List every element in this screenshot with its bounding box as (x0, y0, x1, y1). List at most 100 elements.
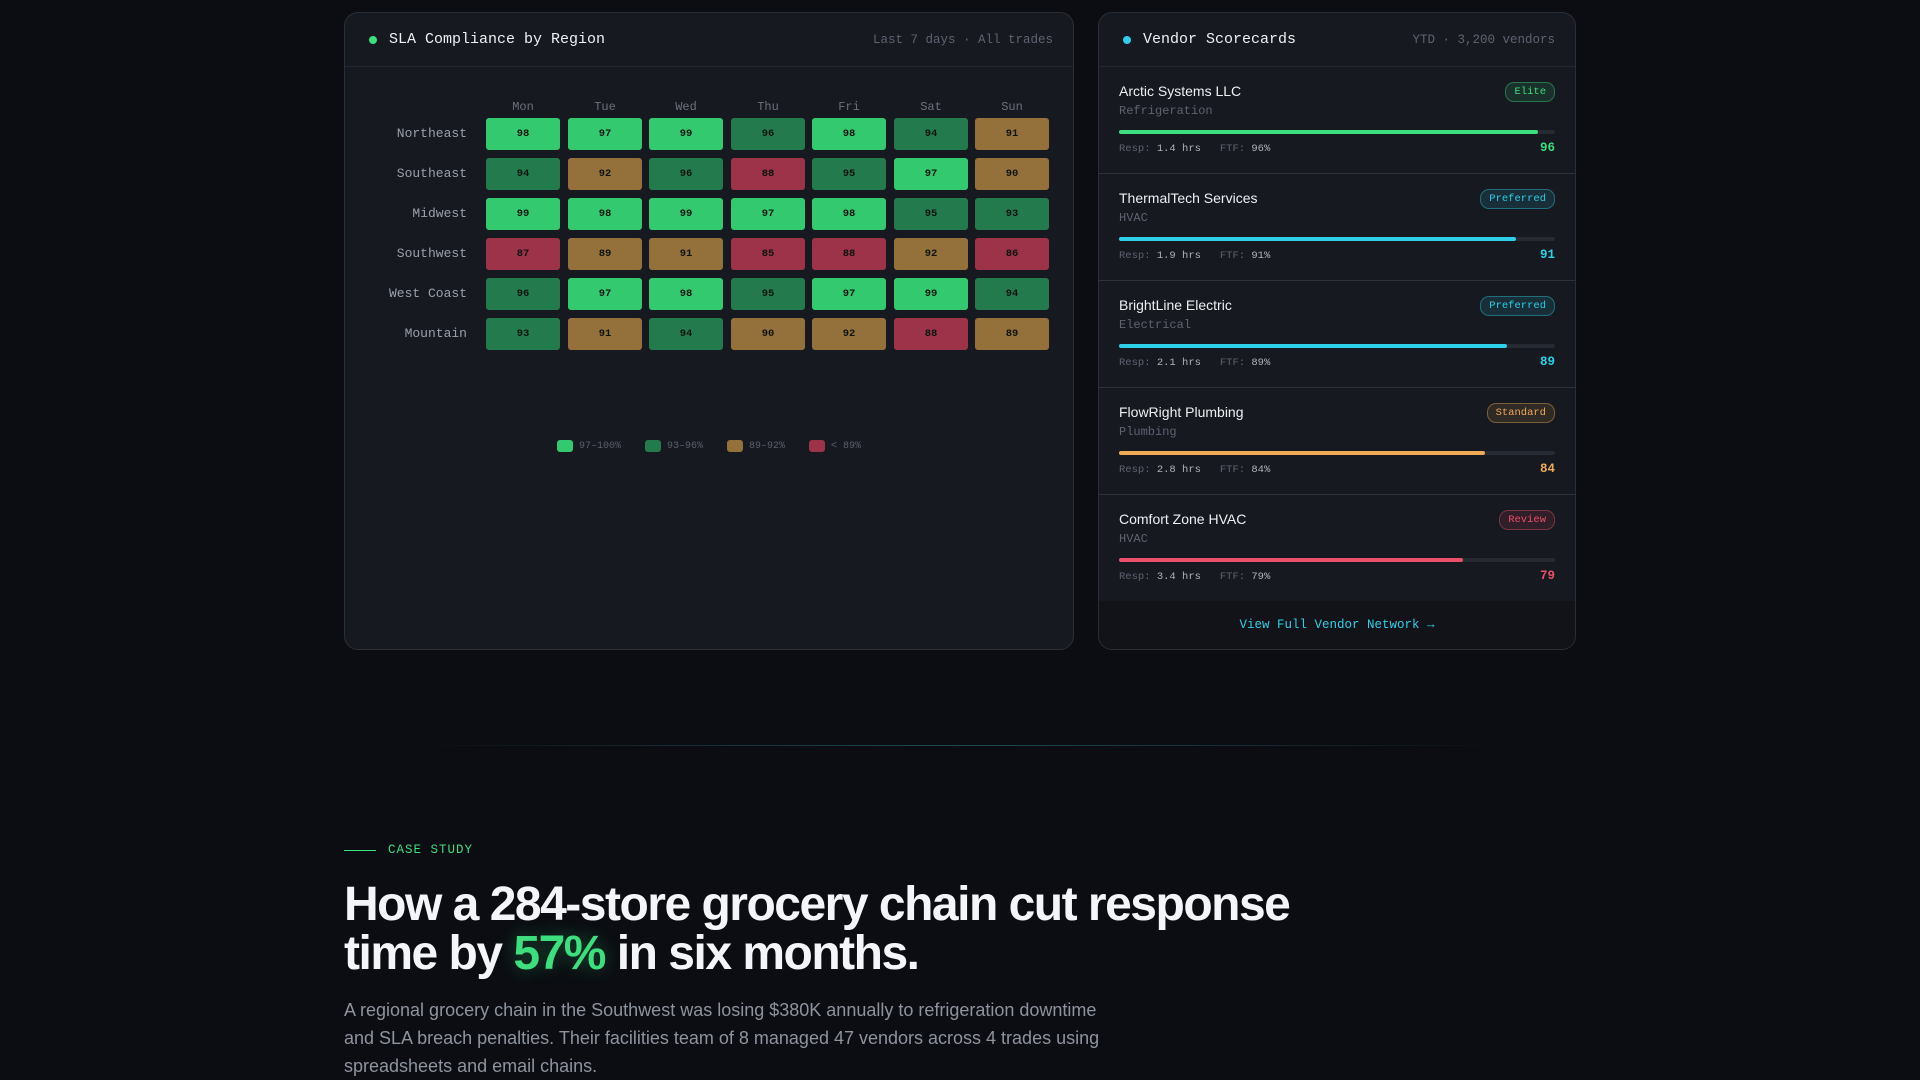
heatmap-cell[interactable]: 90 (975, 158, 1049, 190)
vendor-trade: HVAC (1119, 211, 1148, 225)
vendor-tier-badge: Preferred (1480, 189, 1555, 209)
section-divider (410, 745, 1510, 746)
heatmap-cell[interactable]: 99 (894, 278, 968, 310)
heatmap-cell[interactable]: 85 (731, 238, 805, 270)
heatmap-cell[interactable]: 98 (486, 118, 560, 150)
heatmap-cell[interactable]: 88 (812, 238, 886, 270)
vendor-score-bar (1119, 451, 1555, 455)
vendor-trade: HVAC (1119, 532, 1148, 546)
heatmap-day-header: Thu (757, 100, 779, 114)
vendor-score: 96 (1539, 141, 1555, 155)
resp-value: 1.9 hrs (1156, 250, 1201, 262)
legend-swatch (557, 440, 573, 452)
eyebrow-line (344, 849, 376, 851)
vendor-card[interactable]: ThermalTech Services HVAC Preferred Resp: 1… (1099, 174, 1575, 281)
heatmap-cell[interactable]: 93 (486, 318, 560, 350)
vendor-score-bar-fill (1119, 130, 1538, 134)
vendor-score-bar (1119, 237, 1555, 241)
heatmap-legend: 97–100% 93–96% 89–92% < 89% (557, 440, 861, 452)
heatmap-cell[interactable]: 92 (812, 318, 886, 350)
vendor-card[interactable]: Comfort Zone HVAC HVAC Review Resp: 3.4 hrs… (1099, 495, 1575, 602)
legend-item: 93–96% (645, 440, 703, 452)
vendor-score: 79 (1539, 569, 1555, 583)
vendor-name: BrightLine Electric (1119, 297, 1232, 313)
sla-panel-header: SLA Compliance by Region Last 7 days · A… (345, 13, 1073, 67)
case-study-eyebrow: CASE STUDY (344, 843, 473, 857)
vendor-card[interactable]: Arctic Systems LLC Refrigeration Elite Resp… (1099, 67, 1575, 174)
heatmap-cell[interactable]: 96 (649, 158, 723, 190)
heatmap-cell[interactable]: 96 (731, 118, 805, 150)
legend-label: 97–100% (579, 440, 622, 452)
vendor-tier-badge: Standard (1486, 403, 1555, 423)
ftf-value: 84% (1251, 464, 1271, 476)
heatmap-cell[interactable]: 96 (486, 278, 560, 310)
heatmap-cell[interactable]: 97 (812, 278, 886, 310)
heatmap-cell[interactable]: 97 (731, 198, 805, 230)
heatmap-cell[interactable]: 91 (975, 118, 1049, 150)
heatmap-cell[interactable]: 99 (649, 198, 723, 230)
heatmap-region-label: West Coast (388, 286, 467, 301)
heatmap-cell[interactable]: 95 (894, 198, 968, 230)
ftf-value: 96% (1251, 143, 1271, 155)
heatmap-cell[interactable]: 94 (894, 118, 968, 150)
vendor-name: FlowRight Plumbing (1119, 404, 1244, 420)
heatmap-cell[interactable]: 92 (894, 238, 968, 270)
heatmap-day-header: Wed (675, 100, 697, 114)
heatmap-cell[interactable]: 94 (649, 318, 723, 350)
heatmap-cell[interactable]: 95 (812, 158, 886, 190)
heatmap-cell[interactable]: 94 (975, 278, 1049, 310)
heatmap-cell[interactable]: 87 (486, 238, 560, 270)
heatmap-cell[interactable]: 99 (649, 118, 723, 150)
heatmap-cell[interactable]: 99 (486, 198, 560, 230)
heatmap-cell[interactable]: 97 (894, 158, 968, 190)
ftf-value: 79% (1251, 571, 1271, 583)
heatmap-cell[interactable]: 91 (568, 318, 642, 350)
vendor-name: Comfort Zone HVAC (1119, 511, 1247, 527)
resp-value: 2.1 hrs (1156, 357, 1201, 369)
heatmap-cell[interactable]: 97 (568, 278, 642, 310)
legend-label: < 89% (831, 440, 862, 452)
vendor-score: 84 (1539, 462, 1555, 476)
sla-panel-meta: Last 7 days · All trades (872, 32, 1053, 47)
heatmap-cell[interactable]: 86 (975, 238, 1049, 270)
vendor-name: Arctic Systems LLC (1119, 83, 1242, 99)
heatmap-region-label: Mountain (404, 326, 467, 341)
vendor-panel-meta: YTD · 3,200 vendors (1412, 32, 1555, 47)
vendor-tier-badge: Elite (1505, 82, 1555, 102)
legend-swatch (809, 440, 826, 452)
vendor-stats: Resp: 2.1 hrs FTF: 89% (1119, 357, 1270, 369)
vendor-trade: Refrigeration (1119, 104, 1213, 118)
resp-label: Resp: (1119, 143, 1151, 155)
heatmap-cell[interactable]: 89 (975, 318, 1049, 350)
heatmap-cell[interactable]: 98 (568, 198, 642, 230)
heatmap-cell[interactable]: 90 (731, 318, 805, 350)
vendor-stats: Resp: 1.9 hrs FTF: 91% (1119, 250, 1270, 262)
heatmap-cell[interactable]: 98 (649, 278, 723, 310)
heatmap-cell[interactable]: 94 (486, 158, 560, 190)
heatmap-cell[interactable]: 98 (812, 118, 886, 150)
heatmap-cell[interactable]: 93 (975, 198, 1049, 230)
legend-item: 97–100% (557, 440, 621, 452)
heatmap-cell[interactable]: 92 (568, 158, 642, 190)
ftf-label: FTF: (1219, 250, 1246, 262)
vendor-tier-badge: Review (1499, 510, 1555, 530)
heatmap-cell[interactable]: 88 (894, 318, 968, 350)
heatmap-cell[interactable]: 95 (731, 278, 805, 310)
view-vendor-network-link[interactable]: View Full Vendor Network → (1099, 601, 1575, 649)
heatmap-cell[interactable]: 88 (731, 158, 805, 190)
heatmap-cell[interactable]: 98 (812, 198, 886, 230)
ftf-label: FTF: (1219, 143, 1246, 155)
legend-item: 89–92% (727, 440, 785, 452)
vendor-card[interactable]: BrightLine Electric Electrical Preferred Re… (1099, 281, 1575, 388)
heatmap-day-header: Sat (920, 100, 942, 114)
resp-value: 2.8 hrs (1156, 464, 1201, 476)
vendor-scorecards-panel: Vendor Scorecards YTD · 3,200 vendors Ar… (1098, 12, 1576, 650)
heatmap-cell[interactable]: 89 (568, 238, 642, 270)
heatmap-cell[interactable]: 91 (649, 238, 723, 270)
vendor-card[interactable]: FlowRight Plumbing Plumbing Standard Resp: … (1099, 388, 1575, 495)
resp-label: Resp: (1119, 250, 1151, 262)
vendor-score-bar-fill (1119, 237, 1516, 241)
heatmap-region-label: Midwest (412, 206, 467, 221)
heatmap-cell[interactable]: 97 (568, 118, 642, 150)
ftf-value: 89% (1251, 357, 1271, 369)
